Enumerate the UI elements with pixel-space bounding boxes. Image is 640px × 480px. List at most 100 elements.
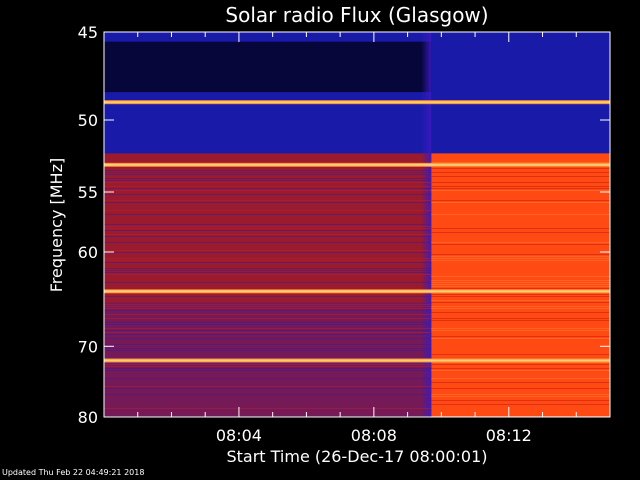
texture-line-after (431, 330, 610, 331)
texture-line-after (431, 312, 610, 313)
texture-line-before (104, 270, 432, 271)
texture-line-after (431, 306, 610, 307)
texture-line-after (431, 388, 610, 389)
y-tick-label: 50 (78, 111, 98, 130)
texture-line-after (431, 336, 610, 337)
texture-line-before (104, 366, 432, 367)
y-tick-label: 60 (78, 243, 98, 262)
texture-line-before (104, 190, 432, 191)
y-axis-label: Frequency [MHz] (47, 158, 66, 292)
texture-line-after (431, 338, 610, 339)
texture-line-before (104, 180, 432, 181)
texture-line-before (104, 394, 432, 395)
texture-line-before (104, 200, 432, 201)
texture-line-after (431, 382, 610, 383)
bright-line (104, 163, 610, 166)
texture-line-before (104, 330, 432, 331)
texture-line-before (104, 318, 432, 319)
texture-line-after (431, 320, 610, 321)
texture-line-before (104, 214, 432, 215)
bright-line (104, 101, 610, 104)
y-tick-label: 45 (78, 23, 98, 42)
texture-line-before (104, 224, 432, 225)
texture-line-before (104, 202, 432, 203)
texture-line-before (104, 258, 432, 259)
texture-line-before (104, 178, 432, 179)
texture-line-after (431, 396, 610, 397)
texture-line-after (431, 276, 610, 277)
texture-line-before (104, 268, 432, 269)
texture-line-after (431, 242, 610, 243)
texture-line-after (431, 296, 610, 297)
texture-line-before (104, 252, 432, 253)
texture-line-after (431, 300, 610, 301)
texture-line-after (431, 254, 610, 255)
texture-line-after (431, 176, 610, 177)
texture-line-before (104, 234, 432, 235)
texture-line-after (431, 308, 610, 309)
texture-line-before (104, 324, 432, 325)
texture-line-before (104, 274, 432, 275)
texture-line-before (104, 378, 432, 379)
x-tick-label: 08:08 (351, 426, 397, 445)
texture-line-before (104, 348, 432, 349)
texture-line-after (431, 394, 610, 395)
texture-line-before (104, 228, 432, 229)
texture-line-after (431, 244, 610, 245)
texture-line-after (431, 190, 610, 191)
texture-line-before (104, 338, 432, 339)
texture-line-before (104, 310, 432, 311)
texture-line-after (431, 168, 610, 169)
texture-line-after (431, 282, 610, 283)
texture-line-before (104, 262, 432, 263)
texture-line-after (431, 354, 610, 355)
texture-line-before (104, 368, 432, 369)
texture-line-after (431, 370, 610, 371)
bright-line (104, 359, 610, 362)
texture-line-after (431, 172, 610, 173)
x-tick-label: 08:04 (216, 426, 262, 445)
texture-line-before (104, 282, 432, 283)
x-axis-label: Start Time (26-Dec-17 08:00:01) (226, 447, 487, 466)
texture-line-before (104, 226, 432, 227)
texture-line-before (104, 188, 432, 189)
texture-line-before (104, 350, 432, 351)
texture-line-after (431, 256, 610, 257)
texture-line-after (431, 280, 610, 281)
texture-line-before (104, 182, 432, 183)
texture-line-after (431, 288, 610, 289)
texture-line-before (104, 328, 432, 329)
texture-line-before (104, 236, 432, 237)
texture-line-before (104, 304, 432, 305)
texture-line-after (431, 214, 610, 215)
texture-line-before (104, 194, 432, 195)
texture-line-before (104, 296, 432, 297)
dark-band-top (104, 41, 432, 93)
texture-line-after (431, 232, 610, 233)
texture-line-before (104, 314, 432, 315)
texture-line-after (431, 228, 610, 229)
plot-frame (103, 31, 611, 418)
texture-line-after (431, 260, 610, 261)
texture-line-after (431, 404, 610, 405)
texture-line-before (104, 306, 432, 307)
texture-line-before (104, 260, 432, 261)
texture-line-after (431, 162, 610, 163)
texture-line-after (431, 200, 610, 201)
texture-line-after (431, 302, 610, 303)
texture-line-before (104, 170, 432, 171)
texture-line-after (431, 286, 610, 287)
texture-line-before (104, 272, 432, 273)
y-tick-label: 55 (78, 183, 98, 202)
texture-line-after (431, 182, 610, 183)
texture-line-before (104, 332, 432, 333)
texture-line-before (104, 322, 432, 323)
texture-line-before (104, 334, 432, 335)
texture-line-before (104, 186, 432, 187)
texture-line-before (104, 242, 432, 243)
texture-line-before (104, 386, 432, 387)
y-tick-label: 80 (78, 408, 98, 427)
texture-line-after (431, 284, 610, 285)
texture-line-before (104, 210, 432, 211)
